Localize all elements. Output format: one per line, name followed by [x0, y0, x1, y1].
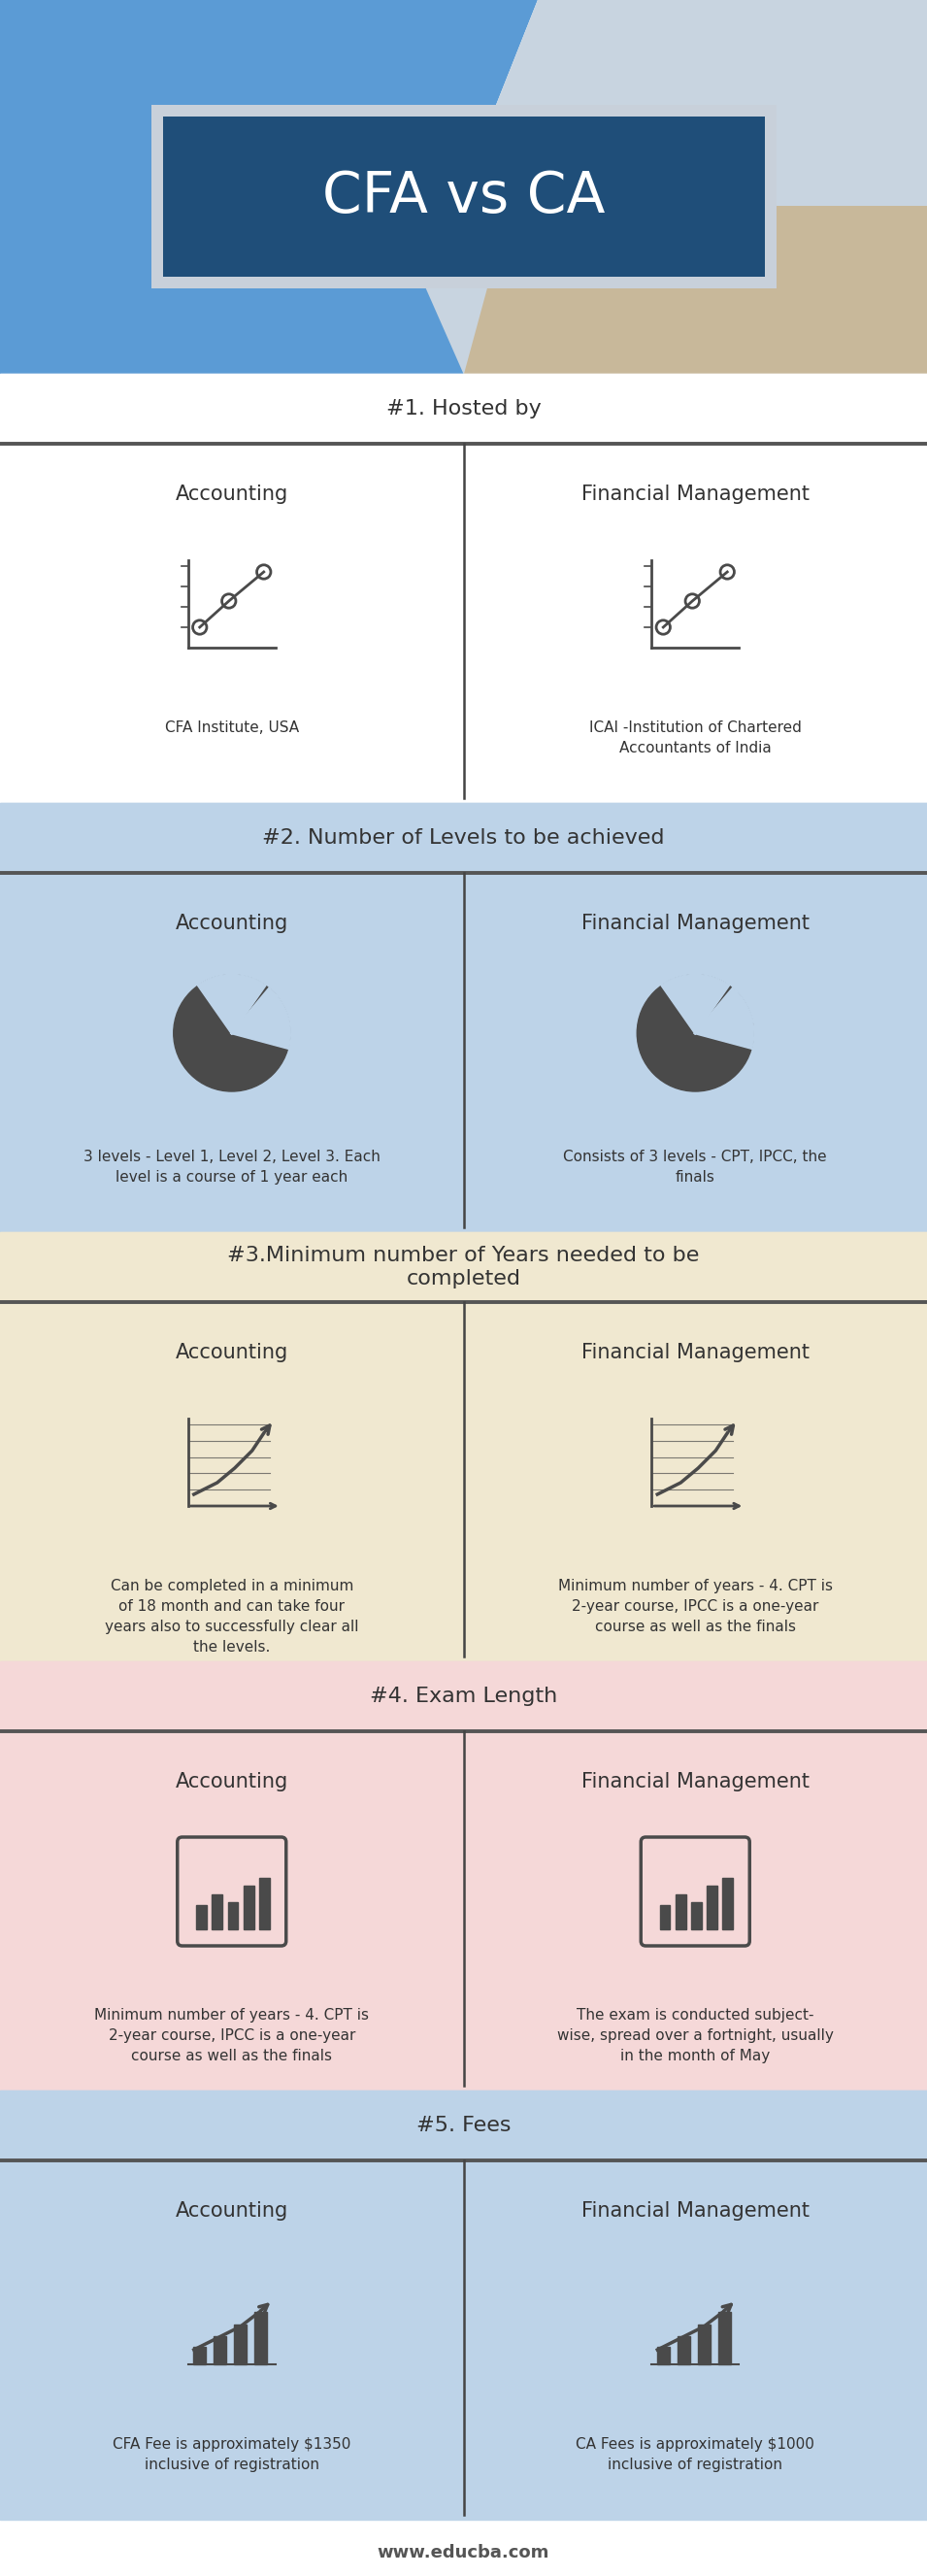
- Bar: [692, 1904, 702, 1929]
- Bar: [0, 374, 927, 443]
- Text: #2. Number of Levels to be achieved: #2. Number of Levels to be achieved: [262, 829, 665, 848]
- Text: #5. Fees: #5. Fees: [416, 2115, 511, 2136]
- Text: ICAI -Institution of Chartered
Accountants of India: ICAI -Institution of Chartered Accountan…: [589, 721, 802, 755]
- Bar: [698, 2324, 710, 2365]
- Bar: [676, 1893, 686, 1929]
- Text: Accounting: Accounting: [175, 1342, 288, 1363]
- Bar: [260, 1878, 270, 1929]
- Bar: [0, 804, 927, 1231]
- Bar: [0, 1662, 927, 2092]
- Bar: [235, 2324, 247, 2365]
- Bar: [197, 1906, 207, 1929]
- Bar: [718, 2311, 730, 2365]
- Text: Minimum number of years - 4. CPT is
2-year course, IPCC is a one-year
course as : Minimum number of years - 4. CPT is 2-ye…: [558, 1579, 832, 1633]
- Text: Consists of 3 levels - CPT, IPCC, the
finals: Consists of 3 levels - CPT, IPCC, the fi…: [564, 1149, 827, 1185]
- Text: The exam is conducted subject-
wise, spread over a fortnight, usually
in the mon: The exam is conducted subject- wise, spr…: [557, 2007, 833, 2063]
- Text: Financial Management: Financial Management: [581, 2202, 809, 2221]
- Bar: [0, 374, 927, 804]
- Text: Accounting: Accounting: [175, 2202, 288, 2221]
- Text: #1. Hosted by: #1. Hosted by: [386, 399, 541, 417]
- Wedge shape: [232, 989, 290, 1048]
- Text: Accounting: Accounting: [175, 484, 288, 505]
- Bar: [660, 1906, 670, 1929]
- Bar: [194, 2347, 206, 2365]
- Text: Financial Management: Financial Management: [581, 1342, 809, 1363]
- Bar: [678, 2336, 690, 2365]
- Bar: [228, 1904, 238, 1929]
- Polygon shape: [389, 0, 927, 374]
- Text: Accounting: Accounting: [175, 1772, 288, 1790]
- Bar: [707, 1886, 717, 1929]
- Bar: [212, 1893, 222, 1929]
- Text: www.educba.com: www.educba.com: [377, 2545, 550, 2561]
- Text: #4. Exam Length: #4. Exam Length: [370, 1687, 557, 1705]
- Wedge shape: [662, 974, 729, 1033]
- Text: CFA vs CA: CFA vs CA: [322, 170, 605, 224]
- Text: Can be completed in a minimum
of 18 month and can take four
years also to succes: Can be completed in a minimum of 18 mont…: [105, 1579, 359, 1654]
- Text: CFA Institute, USA: CFA Institute, USA: [165, 721, 298, 734]
- Bar: [0, 804, 927, 873]
- Polygon shape: [464, 206, 927, 374]
- Polygon shape: [0, 0, 538, 374]
- FancyBboxPatch shape: [151, 106, 776, 289]
- Text: Financial Management: Financial Management: [581, 1772, 809, 1790]
- Text: 3 levels - Level 1, Level 2, Level 3. Each
level is a course of 1 year each: 3 levels - Level 1, Level 2, Level 3. Ea…: [83, 1149, 380, 1185]
- Wedge shape: [198, 974, 265, 1033]
- Polygon shape: [0, 206, 464, 374]
- Bar: [244, 1886, 254, 1929]
- Text: Accounting: Accounting: [175, 914, 288, 933]
- Text: Financial Management: Financial Management: [581, 484, 809, 505]
- Text: CFA Fee is approximately $1350
inclusive of registration: CFA Fee is approximately $1350 inclusive…: [113, 2437, 350, 2473]
- Bar: [214, 2336, 226, 2365]
- FancyBboxPatch shape: [162, 116, 765, 276]
- Bar: [657, 2347, 669, 2365]
- Bar: [0, 1662, 927, 1731]
- Text: Minimum number of years - 4. CPT is
2-year course, IPCC is a one-year
course as : Minimum number of years - 4. CPT is 2-ye…: [95, 2007, 369, 2063]
- Bar: [255, 2311, 267, 2365]
- Bar: [0, 2092, 927, 2519]
- Bar: [0, 1231, 927, 1301]
- Bar: [0, 2092, 927, 2161]
- Bar: [723, 1878, 733, 1929]
- Text: Financial Management: Financial Management: [581, 914, 809, 933]
- Wedge shape: [695, 989, 754, 1048]
- Text: #3.Minimum number of Years needed to be
completed: #3.Minimum number of Years needed to be …: [227, 1247, 700, 1288]
- Circle shape: [637, 974, 754, 1092]
- Bar: [0, 1231, 927, 1662]
- Circle shape: [173, 974, 290, 1092]
- Bar: [0, 2530, 927, 2576]
- Text: CA Fees is approximately $1000
inclusive of registration: CA Fees is approximately $1000 inclusive…: [576, 2437, 815, 2473]
